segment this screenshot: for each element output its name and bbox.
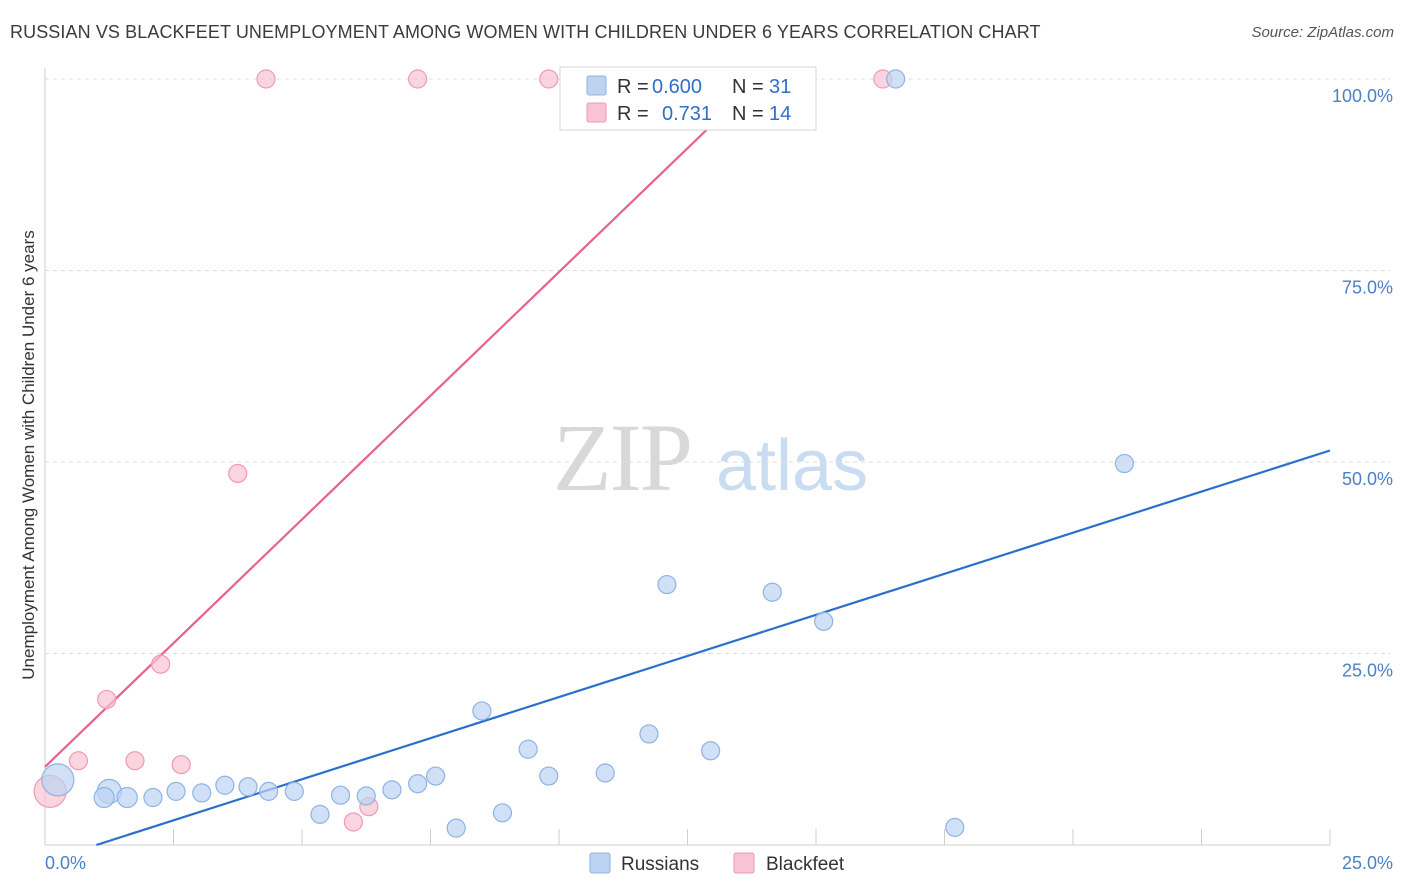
data-point-russians: [639, 724, 659, 744]
data-point-russians: [356, 786, 376, 806]
gridlines: [45, 78, 1390, 654]
data-point-russians: [284, 781, 304, 801]
data-points: [33, 69, 1135, 838]
y-tick-label: 25.0%: [1342, 661, 1393, 681]
data-point-russians: [1114, 453, 1135, 474]
x-tick-label: 0.0%: [45, 853, 86, 873]
bottom-legend-label-russians: Russians: [621, 854, 699, 875]
data-point-blackfeet: [125, 751, 145, 771]
y-tick-label: 75.0%: [1342, 278, 1393, 298]
data-point-russians: [814, 611, 834, 631]
legend-n-value-blackfeet: 14: [769, 103, 791, 125]
data-point-russians: [330, 785, 351, 805]
watermark-atlas: atlas: [716, 426, 868, 506]
data-point-russians: [426, 766, 446, 786]
legend-swatch-blackfeet: [586, 102, 607, 123]
data-point-russians: [93, 786, 115, 809]
data-point-russians: [762, 582, 782, 602]
legend: R = 0.600 N = 31 R = 0.731 N = 14: [559, 66, 817, 131]
legend-r-value-blackfeet: 0.731: [662, 103, 712, 125]
data-point-blackfeet: [408, 69, 428, 89]
data-point-russians: [408, 774, 428, 794]
data-point-russians: [166, 781, 186, 801]
axes: [44, 68, 1331, 846]
data-point-blackfeet: [171, 754, 191, 775]
legend-r-label-blackfeet: R =: [617, 103, 649, 125]
data-point-russians: [886, 69, 906, 89]
data-point-russians: [192, 783, 212, 803]
data-point-russians: [238, 777, 258, 797]
chart-source: Source: ZipAtlas.com: [1251, 24, 1394, 41]
data-point-russians: [539, 766, 559, 786]
data-point-blackfeet: [228, 463, 248, 484]
trend-lines: [44, 78, 1331, 847]
data-point-blackfeet: [97, 689, 117, 710]
data-point-russians: [310, 804, 330, 824]
data-point-russians: [657, 574, 677, 595]
bottom-legend-swatch-russians: [589, 852, 611, 874]
data-point-blackfeet: [343, 812, 363, 832]
data-point-russians: [945, 817, 965, 837]
data-point-blackfeet: [256, 69, 276, 89]
data-point-blackfeet: [151, 654, 171, 674]
legend-n-label-russians: N =: [732, 76, 764, 98]
bottom-legend-swatch-blackfeet: [733, 852, 755, 874]
data-point-russians: [518, 739, 538, 759]
data-point-russians: [446, 818, 466, 838]
tick-labels: 100.0% 75.0% 50.0% 25.0% 0.0% 25.0%: [45, 86, 1393, 873]
legend-n-value-russians: 31: [769, 76, 791, 98]
data-point-russians: [116, 786, 138, 809]
legend-n-label-blackfeet: N =: [732, 103, 764, 125]
data-point-russians: [701, 741, 721, 761]
y-tick-label: 100.0%: [1332, 86, 1393, 106]
y-tick-label: 50.0%: [1342, 469, 1393, 489]
data-point-russians: [41, 763, 75, 797]
legend-r-value-russians: 0.600: [652, 76, 702, 98]
data-point-russians: [472, 701, 492, 721]
data-point-blackfeet: [68, 751, 89, 771]
data-point-russians: [215, 775, 235, 795]
trend-line-russians: [96, 449, 1331, 847]
chart-title: RUSSIAN VS BLACKFEET UNEMPLOYMENT AMONG …: [10, 22, 1041, 42]
legend-swatch-russians: [586, 75, 607, 96]
x-tick-label: 25.0%: [1342, 853, 1393, 873]
legend-r-label-russians: R =: [617, 76, 649, 98]
trend-line-blackfeet: [44, 78, 761, 768]
data-point-russians: [382, 780, 402, 800]
bottom-legend-label-blackfeet: Blackfeet: [766, 854, 845, 875]
watermark: ZIP atlas: [553, 404, 868, 511]
y-axis-title: Unemployment Among Women with Children U…: [19, 230, 38, 679]
data-point-russians: [143, 787, 163, 808]
data-point-russians: [258, 781, 279, 801]
data-point-russians: [595, 763, 615, 783]
watermark-zip: ZIP: [553, 404, 691, 511]
data-point-blackfeet: [539, 69, 559, 89]
data-point-russians: [492, 803, 513, 823]
bottom-legend: Russians Blackfeet: [589, 852, 845, 875]
